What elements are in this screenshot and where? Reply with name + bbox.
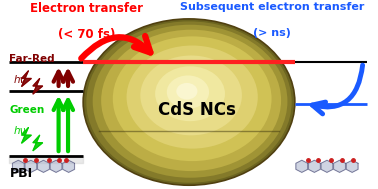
Text: Electron transfer: Electron transfer xyxy=(31,2,143,15)
Polygon shape xyxy=(37,160,50,172)
Text: Far-Red: Far-Red xyxy=(9,54,55,64)
Ellipse shape xyxy=(101,30,281,171)
Polygon shape xyxy=(346,160,358,172)
Text: (> ns): (> ns) xyxy=(253,28,291,38)
Polygon shape xyxy=(50,160,62,172)
Polygon shape xyxy=(25,160,37,172)
Polygon shape xyxy=(33,135,43,151)
Text: hν: hν xyxy=(13,126,26,136)
Polygon shape xyxy=(296,160,308,172)
Ellipse shape xyxy=(86,21,292,183)
Text: Green: Green xyxy=(9,105,45,115)
Ellipse shape xyxy=(93,25,287,178)
Polygon shape xyxy=(12,160,24,172)
Ellipse shape xyxy=(176,83,197,100)
Polygon shape xyxy=(308,160,320,172)
Polygon shape xyxy=(22,128,31,143)
Polygon shape xyxy=(22,71,31,87)
Ellipse shape xyxy=(140,56,242,135)
Ellipse shape xyxy=(155,66,225,121)
Ellipse shape xyxy=(127,46,258,149)
Polygon shape xyxy=(33,78,43,94)
Polygon shape xyxy=(334,160,345,172)
Text: hν: hν xyxy=(13,75,26,85)
Ellipse shape xyxy=(83,19,295,185)
Text: Subsequent electron transfer: Subsequent electron transfer xyxy=(180,2,364,12)
Ellipse shape xyxy=(167,75,209,109)
Polygon shape xyxy=(321,160,333,172)
Polygon shape xyxy=(63,160,74,172)
Text: CdS NCs: CdS NCs xyxy=(158,101,235,119)
Ellipse shape xyxy=(113,36,271,161)
Text: (< 70 fs): (< 70 fs) xyxy=(58,28,116,41)
Text: PBI: PBI xyxy=(9,167,33,180)
